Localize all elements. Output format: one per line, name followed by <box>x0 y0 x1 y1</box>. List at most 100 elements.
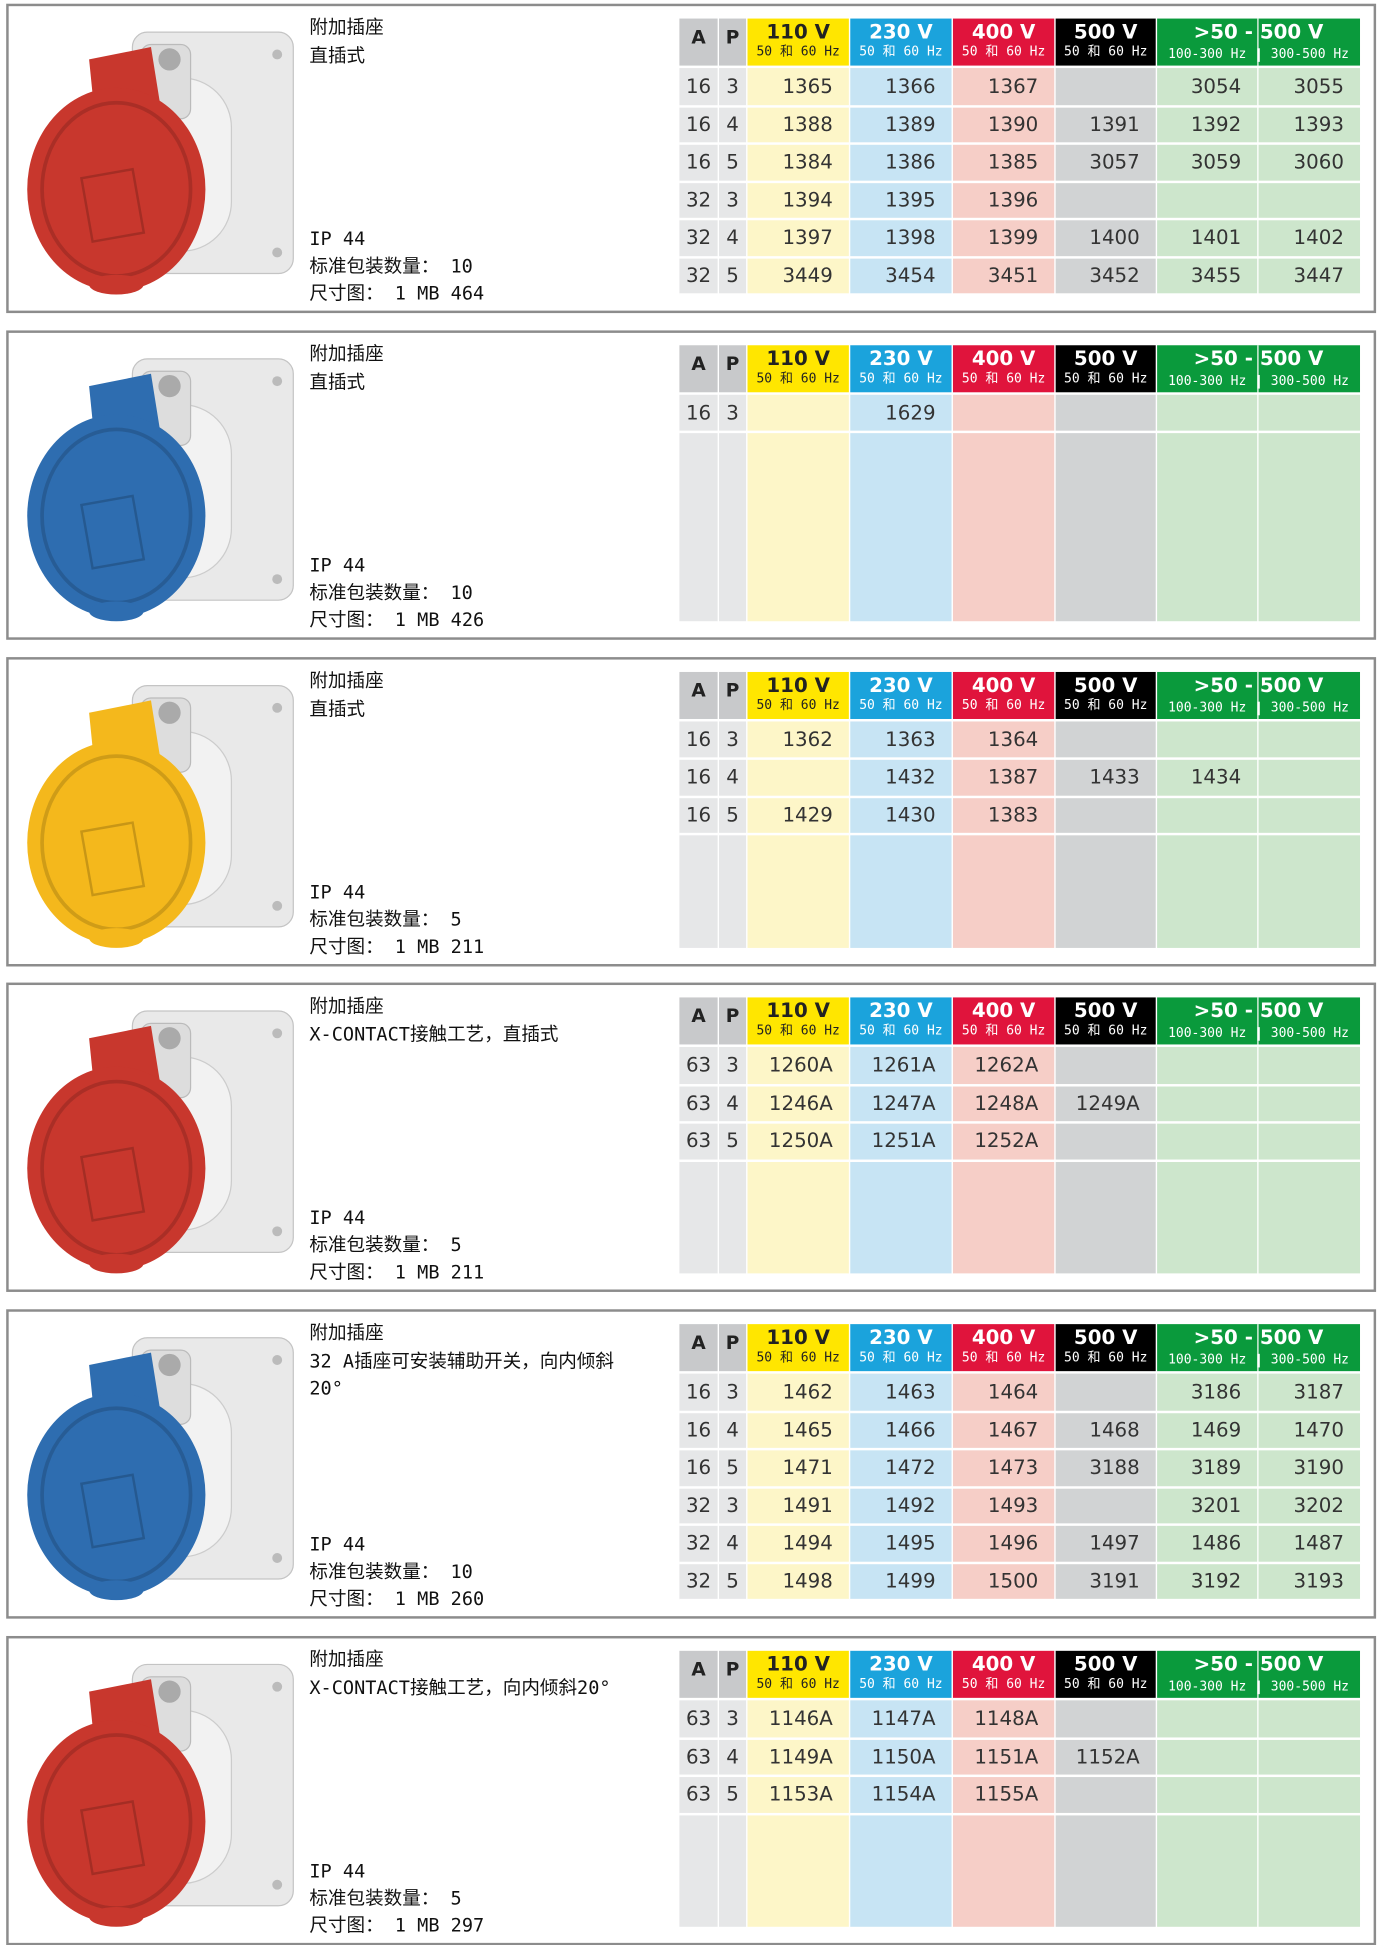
dimension-ref: 尺寸图： 1 MB 426 <box>309 606 668 633</box>
image-part <box>272 50 282 60</box>
cell: 1462 <box>747 1374 848 1411</box>
frequency: 100-300 Hz <box>1157 1026 1257 1041</box>
cell: 1261A <box>850 1047 951 1084</box>
column-separator <box>952 1651 953 1927</box>
title: 附加插座 <box>309 993 668 1020</box>
voltage: 110 V <box>747 20 848 45</box>
cell: 4 <box>719 1738 746 1775</box>
cell: 1464 <box>953 1374 1054 1411</box>
cell: 1396 <box>953 181 1054 218</box>
cell: 1401 <box>1157 219 1257 256</box>
cell: 16 <box>679 1449 717 1486</box>
frequency: 50 和 60 Hz <box>850 1677 951 1692</box>
cell: 1429 <box>747 796 848 833</box>
column-separator <box>952 1324 953 1600</box>
product-image <box>15 663 300 960</box>
column-separator <box>1054 345 1055 621</box>
header-cell: P <box>719 19 746 66</box>
column-separator <box>1257 998 1258 1274</box>
voltage: 230 V <box>850 20 951 45</box>
cell: 5 <box>719 144 746 181</box>
package-qty: 标准包装数量： 10 <box>309 1558 668 1585</box>
cell: 1385 <box>953 144 1054 181</box>
frequency: 300-500 Hz <box>1260 47 1360 62</box>
image-part <box>272 1029 282 1039</box>
cell: 1497 <box>1056 1525 1156 1562</box>
cell: 3057 <box>1056 144 1156 181</box>
cell: 63 <box>679 1700 717 1737</box>
cell: 63 <box>679 1085 717 1122</box>
cell: 1466 <box>850 1412 951 1449</box>
column-separator <box>1054 19 1055 295</box>
header-cell: A <box>679 345 717 392</box>
column-body <box>953 395 1054 621</box>
image-part <box>272 1355 282 1365</box>
product-image <box>15 10 300 307</box>
column-separator <box>1054 1651 1055 1927</box>
frequency: 50 和 60 Hz <box>747 697 848 712</box>
voltage: 230 V <box>850 346 951 371</box>
cell: 1494 <box>747 1525 848 1562</box>
cell: 1495 <box>850 1525 951 1562</box>
image-part <box>272 574 282 584</box>
cell: 3188 <box>1056 1449 1156 1486</box>
cell: 3 <box>719 1700 746 1737</box>
column-separator <box>718 1651 719 1927</box>
cell: 1153A <box>747 1776 848 1813</box>
cell: 16 <box>679 796 717 833</box>
cell: 5 <box>719 1563 746 1600</box>
column-separator <box>746 19 747 295</box>
column-separator <box>849 1651 850 1927</box>
column-separator <box>849 1324 850 1600</box>
product-image <box>15 1316 300 1613</box>
cell: 1367 <box>953 68 1054 105</box>
cell: 1432 <box>850 759 951 796</box>
package-qty: 标准包装数量： 5 <box>309 905 668 932</box>
header-cell: P <box>719 345 746 392</box>
protection: IP 44 <box>309 1205 668 1232</box>
image-part <box>272 1682 282 1692</box>
cell: 1471 <box>747 1449 848 1486</box>
column-separator <box>1156 671 1157 947</box>
image-part <box>89 928 143 948</box>
voltage: 400 V <box>953 20 1054 45</box>
title: 附加插座 <box>309 14 668 41</box>
cell: 4 <box>719 759 746 796</box>
frequency: 50 和 60 Hz <box>953 1024 1054 1039</box>
cell: 1150A <box>850 1738 951 1775</box>
cell: 3189 <box>1157 1449 1257 1486</box>
cell: 4 <box>719 219 746 256</box>
cell: 3190 <box>1259 1449 1360 1486</box>
column-separator <box>1156 1324 1157 1600</box>
cell: 1248A <box>953 1085 1054 1122</box>
frequency: 50 和 60 Hz <box>1056 1350 1156 1365</box>
cell: 16 <box>679 1374 717 1411</box>
header-p: P <box>719 671 746 708</box>
cell: 16 <box>679 144 717 181</box>
image-part <box>158 1028 180 1050</box>
header-cell: A <box>679 19 717 66</box>
header-p: P <box>719 998 746 1035</box>
cell: 3449 <box>747 257 848 294</box>
voltage: 110 V <box>747 999 848 1024</box>
cell: 5 <box>719 1123 746 1160</box>
header-cell: 230 V50 和 60 Hz <box>850 19 951 66</box>
cell: 1500 <box>953 1563 1054 1600</box>
column-separator <box>952 998 953 1274</box>
cell: 63 <box>679 1738 717 1775</box>
column-separator <box>849 19 850 295</box>
header-a: A <box>679 671 717 708</box>
cell: 32 <box>679 219 717 256</box>
image-part <box>272 900 282 910</box>
header-cell: A <box>679 1651 717 1698</box>
cell: 1386 <box>850 144 951 181</box>
header-cell: 110 V50 和 60 Hz <box>747 671 848 718</box>
cell: 1262A <box>953 1047 1054 1084</box>
product-image <box>15 336 300 633</box>
column-separator <box>718 345 719 621</box>
image-part <box>272 1227 282 1237</box>
image-part <box>272 1553 282 1563</box>
image-part <box>27 414 205 617</box>
